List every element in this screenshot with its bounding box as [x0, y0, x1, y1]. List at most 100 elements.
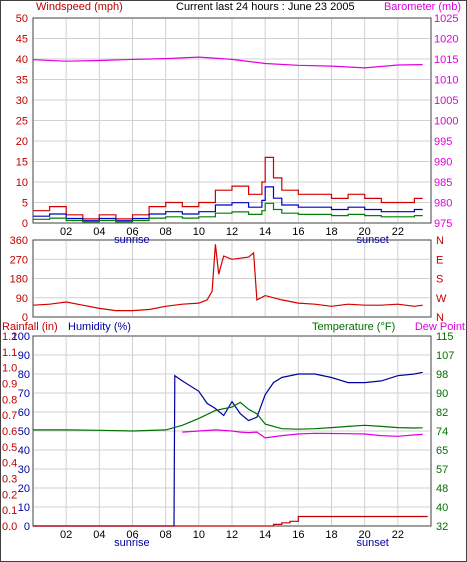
rainfall-tick-label: 0.4	[2, 458, 17, 470]
windspeed-tick-label: 10	[16, 177, 28, 189]
windspeed-tick-label: 45	[16, 34, 28, 46]
windspeed-tick-label: 20	[16, 136, 28, 148]
hour-tick-label: 18	[325, 529, 337, 541]
rainfall-tick-label: 0.0	[2, 521, 17, 533]
hour-tick-label: 10	[193, 529, 205, 541]
windspeed-tick-label: 5	[22, 198, 28, 210]
humidity-tick-label: 80	[18, 369, 30, 381]
barometer-tick-label: 1005	[434, 95, 458, 107]
barometer-tick-label: 975	[434, 218, 452, 230]
temperature-tick-label: 90	[436, 388, 448, 400]
hour-tick-label: 02	[60, 226, 72, 238]
dewpoint-axis-label: Dew Point	[415, 321, 465, 333]
windspeed-axis-label: Windspeed (mph)	[36, 1, 123, 13]
humidity-axis-label: Humidity (%)	[68, 321, 131, 333]
windspeed-tick-label: 25	[16, 116, 28, 128]
temperature-tick-label: 74	[436, 426, 448, 438]
hour-tick-label: 16	[292, 529, 304, 541]
sunset-label: sunset	[356, 537, 388, 549]
compass-tick-label: N	[436, 312, 444, 324]
rainfall-tick-label: 0.1	[2, 505, 17, 517]
windspeed-average-line	[33, 186, 423, 222]
hour-tick-label: 20	[359, 529, 371, 541]
temperature-tick-label: 98	[436, 369, 448, 381]
barometer-tick-label: 990	[434, 157, 452, 169]
rainfall-tick-label: 1.2	[2, 331, 17, 343]
humidity-tick-label: 40	[18, 445, 30, 457]
temperature-tick-label: 82	[436, 407, 448, 419]
barometer-tick-label: 995	[434, 136, 452, 148]
compass-tick-label: W	[436, 293, 447, 305]
hour-tick-label: 04	[93, 529, 105, 541]
humidity-tick-label: 70	[18, 388, 30, 400]
rainfall-tick-label: 0.7	[2, 410, 17, 422]
rainfall-axis-label: Rainfall (in)	[2, 321, 58, 333]
temperature-tick-label: 115	[436, 331, 454, 343]
rainfall-tick-label: 1.0	[2, 363, 17, 375]
rainfall-tick-label: 0.6	[2, 426, 17, 438]
temperature-axis-label: Temperature (°F)	[312, 321, 395, 333]
sunset-label: sunset	[356, 234, 388, 246]
compass-tick-label: S	[436, 274, 443, 286]
chart-title: Current last 24 hours : June 23 2005	[176, 1, 355, 13]
barometer-tick-label: 1010	[434, 75, 458, 87]
hour-tick-label: 06	[126, 529, 138, 541]
hour-tick-label: 10	[193, 226, 205, 238]
hour-tick-label: 12	[226, 226, 238, 238]
humidity-tick-label: 90	[18, 350, 30, 362]
humidity-tick-label: 50	[18, 426, 30, 438]
compass-tick-label: E	[436, 254, 443, 266]
rainfall-tick-label: 0.5	[2, 442, 17, 454]
wind-direction-line	[32, 244, 423, 312]
hour-tick-label: 22	[392, 529, 404, 541]
barometer-tick-label: 980	[434, 198, 452, 210]
compass-tick-label: N	[436, 235, 444, 247]
windspeed-low-line	[33, 202, 423, 223]
hour-tick-label: 02	[60, 529, 72, 541]
hour-tick-label: 08	[160, 529, 172, 541]
humidity-line	[33, 371, 423, 527]
barometer-tick-label: 985	[434, 177, 452, 189]
windspeed-tick-label: 15	[16, 157, 28, 169]
humidity-tick-label: 100	[12, 331, 30, 343]
temperature-tick-label: 48	[436, 483, 448, 495]
hour-tick-label: 04	[93, 226, 105, 238]
windspeed-tick-label: 40	[16, 54, 28, 66]
hour-tick-label: 18	[325, 226, 337, 238]
barometer-tick-label: 1015	[434, 54, 458, 66]
humidity-tick-label: 60	[18, 407, 30, 419]
direction-degree-tick-label: 180	[10, 274, 28, 286]
windspeed-tick-label: 35	[16, 75, 28, 87]
rainfall-tick-label: 0.8	[2, 394, 17, 406]
windspeed-tick-label: 0	[22, 218, 28, 230]
humidity-tick-label: 0	[24, 521, 30, 533]
windspeed-gust-line	[33, 156, 423, 220]
rainfall-tick-label: 0.2	[2, 489, 17, 501]
direction-degree-tick-label: 0	[22, 312, 28, 324]
barometer-line	[32, 56, 423, 69]
barometer-tick-label: 1020	[434, 34, 458, 46]
rainfall-tick-label: 0.9	[2, 379, 17, 391]
windspeed-tick-label: 30	[16, 95, 28, 107]
temperature-tick-label: 57	[436, 464, 448, 476]
temperature-tick-label: 65	[436, 445, 448, 457]
barometer-tick-label: 1000	[434, 116, 458, 128]
hour-tick-label: 22	[392, 226, 404, 238]
direction-degree-tick-label: 360	[10, 235, 28, 247]
hour-tick-label: 14	[259, 529, 271, 541]
sunrise-label: sunrise	[114, 537, 149, 549]
barometer-tick-label: 1025	[434, 13, 458, 25]
hour-tick-label: 08	[160, 226, 172, 238]
rainfall-tick-label: 0.3	[2, 474, 17, 486]
hour-tick-label: 06	[126, 226, 138, 238]
direction-degree-tick-label: 270	[10, 254, 28, 266]
humidity-tick-label: 30	[18, 464, 30, 476]
rainfall-tick-label: 1.1	[2, 347, 17, 359]
dewpoint-line	[182, 429, 423, 439]
hour-tick-label: 20	[359, 226, 371, 238]
humidity-tick-label: 10	[18, 502, 30, 514]
windspeed-tick-label: 50	[16, 13, 28, 25]
temperature-line	[33, 401, 423, 432]
